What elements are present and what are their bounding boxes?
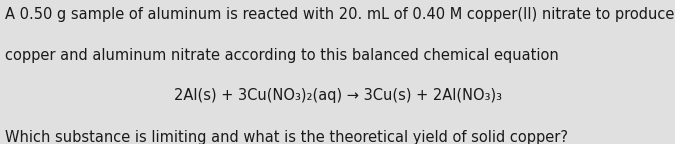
- Text: Which substance is limiting and what is the theoretical yield of solid copper?: Which substance is limiting and what is …: [5, 130, 568, 144]
- Text: A 0.50 g sample of aluminum is reacted with 20. mL of 0.40 M copper(II) nitrate : A 0.50 g sample of aluminum is reacted w…: [5, 7, 675, 22]
- Text: copper and aluminum nitrate according to this balanced chemical equation: copper and aluminum nitrate according to…: [5, 48, 559, 62]
- Text: 2Al(s) + 3Cu(NO₃)₂(aq) → 3Cu(s) + 2Al(NO₃)₃: 2Al(s) + 3Cu(NO₃)₂(aq) → 3Cu(s) + 2Al(NO…: [173, 88, 502, 103]
